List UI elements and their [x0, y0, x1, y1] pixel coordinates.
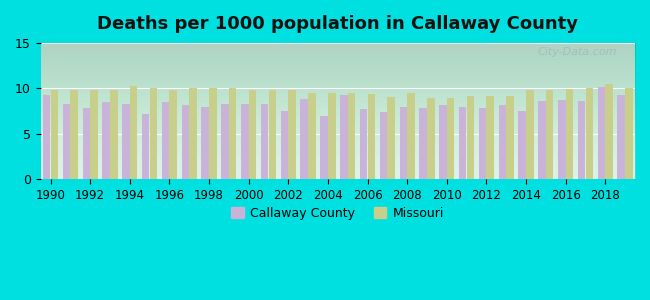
Bar [566, 89, 573, 179]
Bar [150, 88, 157, 179]
Bar [281, 111, 288, 179]
Bar [162, 102, 169, 179]
Bar [70, 90, 78, 179]
Bar [479, 108, 486, 179]
Bar [122, 104, 129, 179]
Bar [90, 90, 98, 179]
Bar [447, 98, 454, 179]
Bar [241, 104, 248, 179]
Bar [597, 87, 605, 179]
Bar [618, 95, 625, 179]
Bar [308, 93, 316, 179]
Bar [368, 94, 375, 179]
Bar [558, 100, 566, 179]
Bar [181, 105, 189, 179]
Legend: Callaway County, Missouri: Callaway County, Missouri [226, 202, 449, 225]
Bar [268, 90, 276, 179]
Bar [486, 96, 494, 179]
Bar [605, 84, 613, 179]
Bar [142, 114, 150, 179]
Bar [328, 93, 335, 179]
Bar [83, 108, 90, 179]
Bar [400, 106, 407, 179]
Bar [102, 102, 110, 179]
Bar [249, 90, 256, 179]
Text: City-Data.com: City-Data.com [538, 47, 617, 57]
Bar [546, 90, 553, 179]
Bar [467, 96, 474, 179]
Bar [261, 104, 268, 179]
Bar [526, 90, 534, 179]
Bar [229, 88, 237, 179]
Bar [380, 112, 387, 179]
Bar [209, 88, 216, 179]
Bar [340, 95, 348, 179]
Bar [130, 86, 137, 179]
Bar [427, 98, 435, 179]
Bar [538, 101, 546, 179]
Bar [51, 90, 58, 179]
Bar [439, 105, 447, 179]
Bar [360, 110, 367, 179]
Bar [519, 111, 526, 179]
Bar [506, 96, 514, 179]
Bar [202, 106, 209, 179]
Bar [43, 95, 51, 179]
Bar [387, 97, 395, 179]
Bar [110, 90, 118, 179]
Bar [170, 90, 177, 179]
Bar [459, 106, 467, 179]
Bar [320, 116, 328, 179]
Bar [289, 90, 296, 179]
Bar [586, 88, 593, 179]
Bar [499, 105, 506, 179]
Bar [300, 99, 308, 179]
Bar [625, 88, 632, 179]
Bar [408, 93, 415, 179]
Title: Deaths per 1000 population in Callaway County: Deaths per 1000 population in Callaway C… [98, 15, 578, 33]
Bar [419, 107, 427, 179]
Bar [62, 104, 70, 179]
Bar [189, 88, 197, 179]
Bar [578, 101, 586, 179]
Bar [221, 104, 229, 179]
Bar [348, 93, 356, 179]
